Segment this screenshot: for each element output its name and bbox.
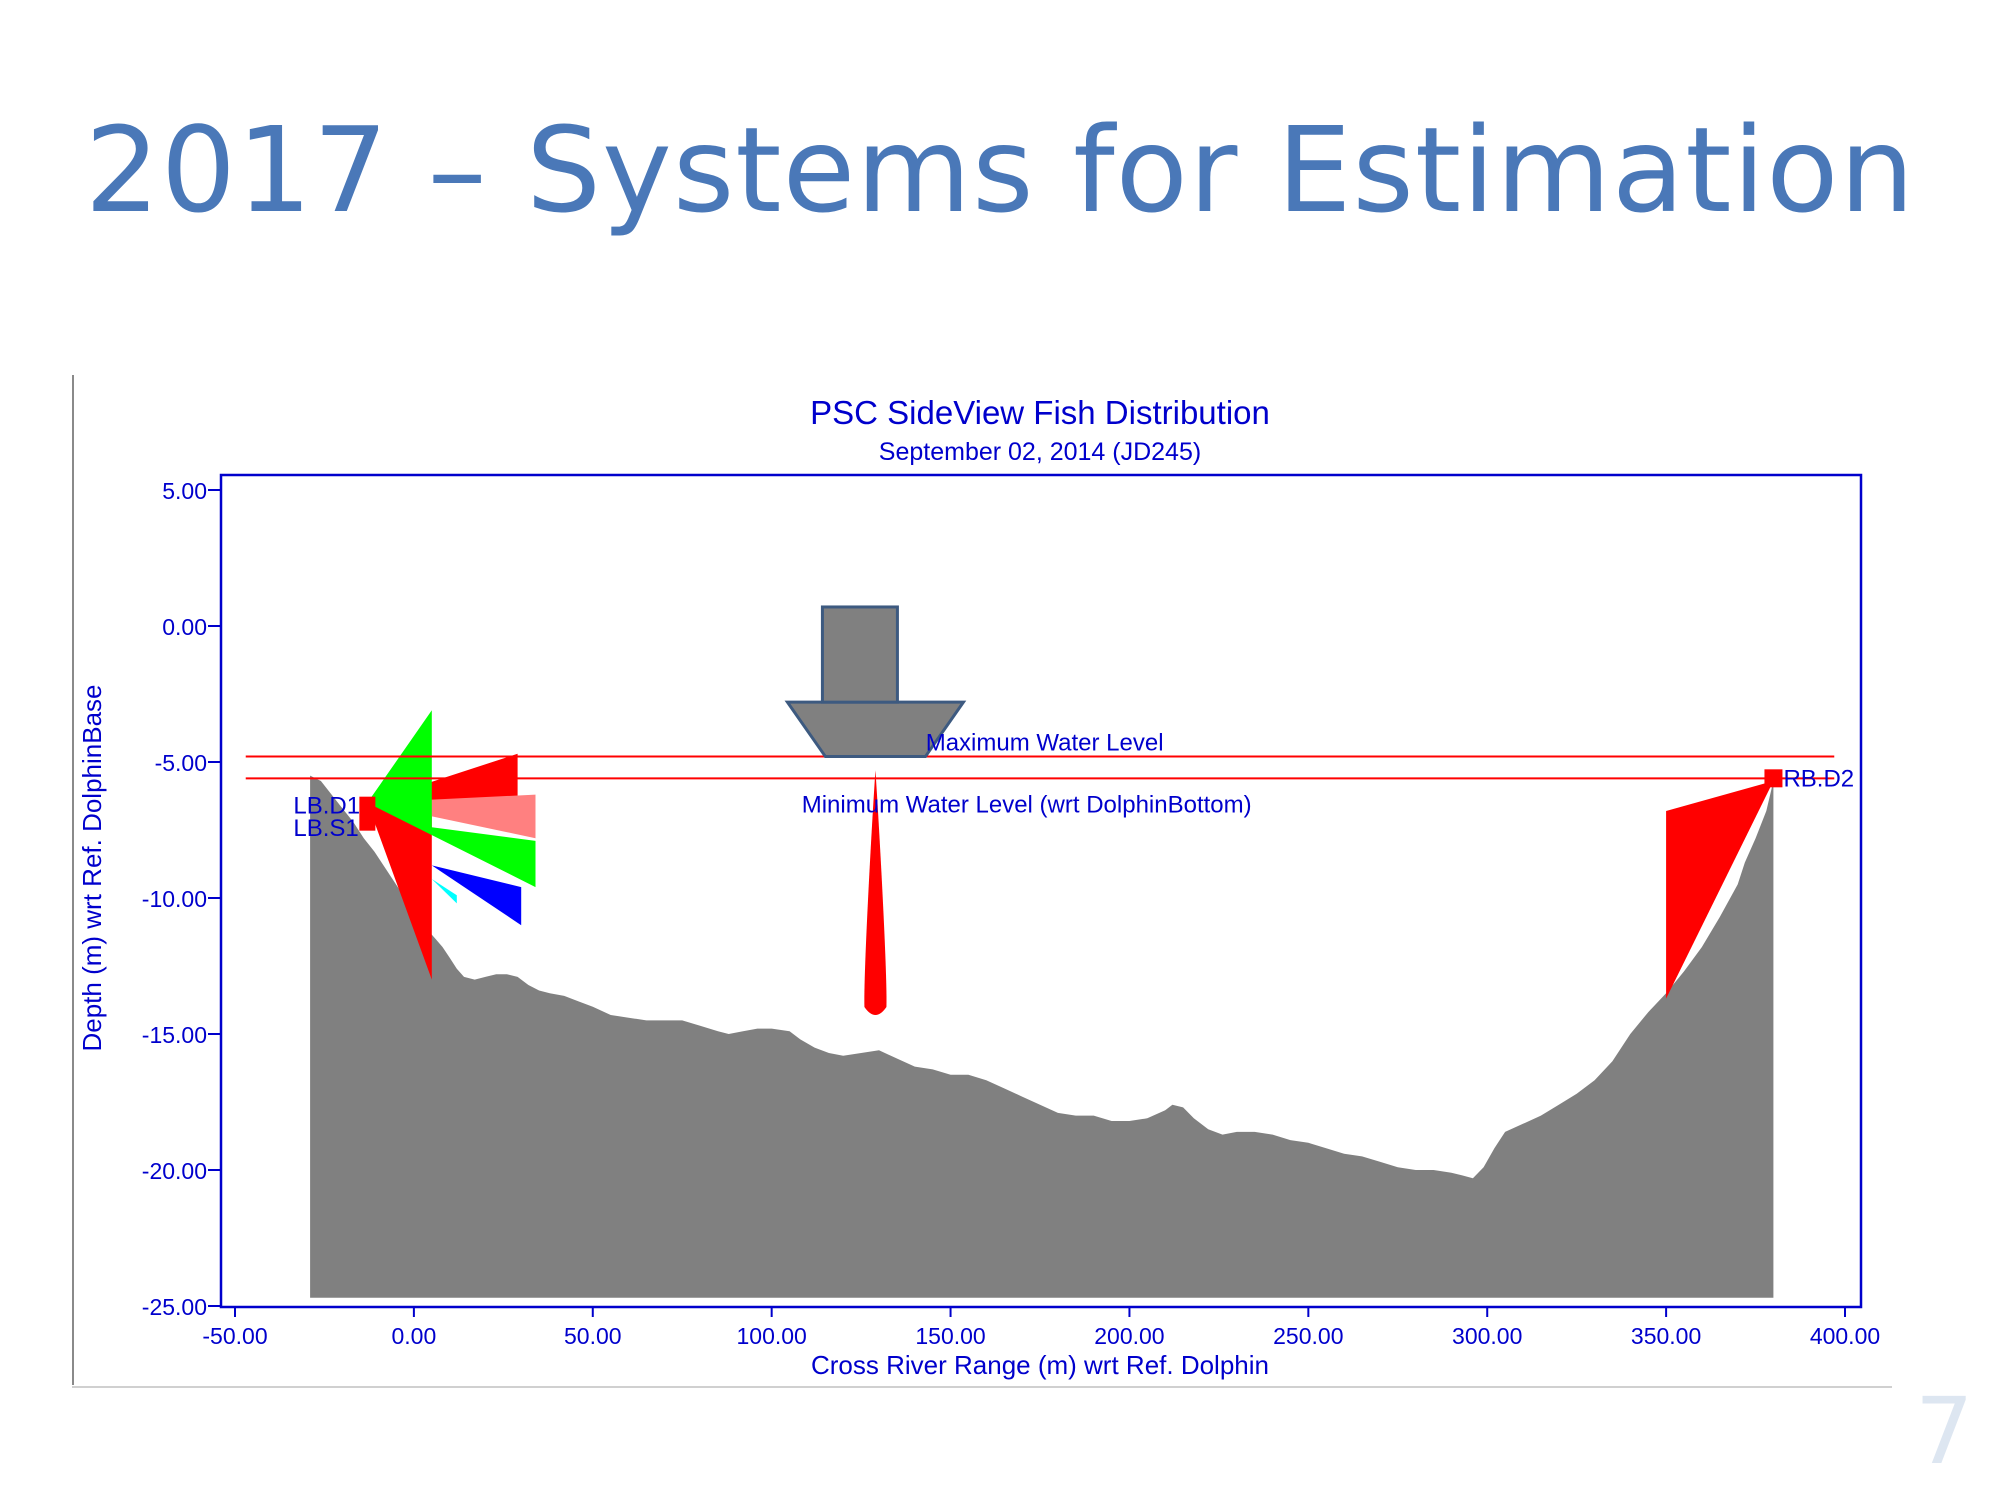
y-tick-label: 5.00: [162, 478, 207, 504]
y-tick-label: 0.00: [162, 614, 207, 640]
riverbed-profile: [310, 775, 1774, 1298]
slide-title: 2017 – Systems for Estimation: [84, 101, 1916, 239]
vessel-sonar-beam: [864, 770, 887, 1015]
plot-layer: [245, 605, 1835, 1298]
x-axis-label: Cross River Range (m) wrt Ref. Dolphin: [811, 1350, 1269, 1380]
plot-area-frame: [219, 473, 1863, 1309]
slide-number: 7: [1915, 1378, 1974, 1485]
station-marker-lb: [359, 796, 376, 831]
sonar-beam-cyan: [431, 879, 457, 904]
x-tick-label: 0.00: [392, 1323, 437, 1349]
y-tick-label: -20.00: [142, 1158, 207, 1184]
vessel-cabin: [820, 605, 899, 704]
station-label-lb-s1: LB.S1: [293, 815, 358, 842]
x-tick-label: 150.00: [915, 1323, 985, 1349]
x-tick-label: 300.00: [1452, 1323, 1522, 1349]
chart-frame-left-border: [72, 375, 74, 1385]
station-label-lb-d1: LB.D1: [293, 793, 360, 820]
vessel-hull: [784, 700, 967, 759]
x-tick-label: -50.00: [202, 1323, 267, 1349]
y-tick-label: -10.00: [142, 886, 207, 912]
y-tick-label: -5.00: [155, 750, 207, 776]
axes-layer: -50.00 0.00 50.00 100.00 150.00 200.00 250.00 3…: [142, 478, 1880, 1349]
y-axis-label: Depth (m) wrt Ref. DolphinBase: [77, 684, 107, 1051]
sonar-beam-green: [367, 710, 536, 888]
sonar-beam-red-right: [1666, 781, 1774, 999]
x-tick-label: 250.00: [1273, 1323, 1343, 1349]
x-tick-label: 400.00: [1810, 1323, 1880, 1349]
y-tick-label: -15.00: [142, 1022, 207, 1048]
x-tick-label: 200.00: [1094, 1323, 1164, 1349]
chart-frame-bottom-border: [72, 1386, 1892, 1388]
x-tick-label: 100.00: [736, 1323, 806, 1349]
x-tick-label: 350.00: [1631, 1323, 1701, 1349]
chart-title: PSC SideView Fish Distribution: [810, 394, 1270, 431]
station-label-rb-d2: RB.D2: [1783, 765, 1854, 792]
station-marker-rb: [1764, 769, 1783, 788]
minimum-water-level-label: Minimum Water Level (wrt DolphinBottom): [802, 791, 1252, 818]
annotation-layer: Maximum Water Level Minimum Water Level (…: [293, 730, 1854, 842]
y-tick-label: -25.00: [142, 1294, 207, 1320]
x-tick-label: 50.00: [564, 1323, 622, 1349]
chart-subtitle: September 02, 2014 (JD245): [879, 438, 1201, 466]
maximum-water-level-label: Maximum Water Level: [926, 730, 1164, 757]
sonar-beam-blue: [431, 865, 522, 926]
